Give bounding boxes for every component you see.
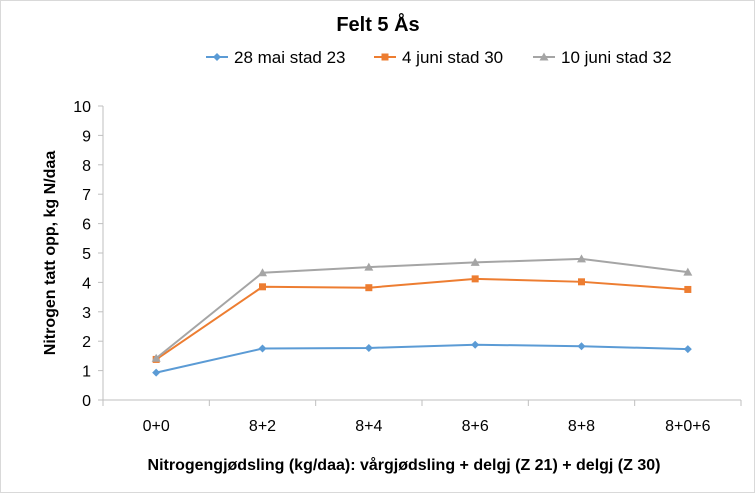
legend-label: 28 mai stad 23 [234,48,346,67]
x-tick-label: 8+6 [462,418,489,435]
legend-label: 4 juni stad 30 [402,48,503,67]
data-point [152,368,161,377]
data-point [683,345,692,354]
data-point [364,262,374,271]
y-tick-label: 10 [73,99,91,116]
data-point [258,268,267,277]
y-tick-label: 3 [82,305,91,322]
series-line [155,257,688,360]
y-tick-label: 2 [82,334,91,351]
data-point [471,340,480,349]
data-point [365,284,373,292]
data-point [578,278,585,286]
x-ticks: 0+0 8+2 8+4 8+6 8+8 8+0+6 [102,400,742,435]
y-tick-label: 5 [82,246,91,263]
data-point [539,52,549,61]
y-axis-label: Nitrogen tatt opp, kg N/daa [42,151,59,356]
x-tick-label: 8+2 [249,418,276,435]
y-tick-label: 8 [82,158,91,175]
x-tick-label: 0+0 [143,418,170,435]
data-point [470,257,480,266]
data-point [364,343,373,352]
legend: 28 mai stad 23 4 juni stad 30 10 juni stad… [206,48,672,67]
axes [102,106,741,401]
series-line [155,277,688,361]
y-tick-label: 7 [82,187,91,204]
x-tick-label: 8+0+6 [665,418,710,435]
series-2 [152,275,692,363]
y-ticks: 0 1 2 3 4 5 6 7 8 9 10 [73,99,103,410]
series-line [155,343,688,374]
data-point [151,353,161,362]
legend-label: 10 juni stad 32 [561,48,672,67]
data-point [213,53,221,61]
series-1 [152,340,692,377]
y-tick-label: 0 [82,393,91,410]
y-tick-label: 1 [82,364,91,381]
chart-title: Felt 5 Ås [336,12,419,36]
data-point [381,53,389,61]
y-tick-label: 4 [82,275,91,292]
data-point [577,342,586,351]
data-point [577,254,586,263]
data-point [471,275,479,283]
series-3 [151,254,693,362]
series-layer [151,254,693,377]
x-tick-label: 8+4 [355,418,382,435]
data-point [258,344,267,353]
data-point [684,285,692,293]
x-axis-label: Nitrogengjødsling (kg/daa): vårgjødsling… [148,456,661,474]
y-tick-label: 9 [82,128,91,145]
data-point [683,267,693,276]
x-tick-label: 8+8 [568,418,595,435]
data-point [259,283,266,291]
y-tick-label: 6 [82,217,91,234]
